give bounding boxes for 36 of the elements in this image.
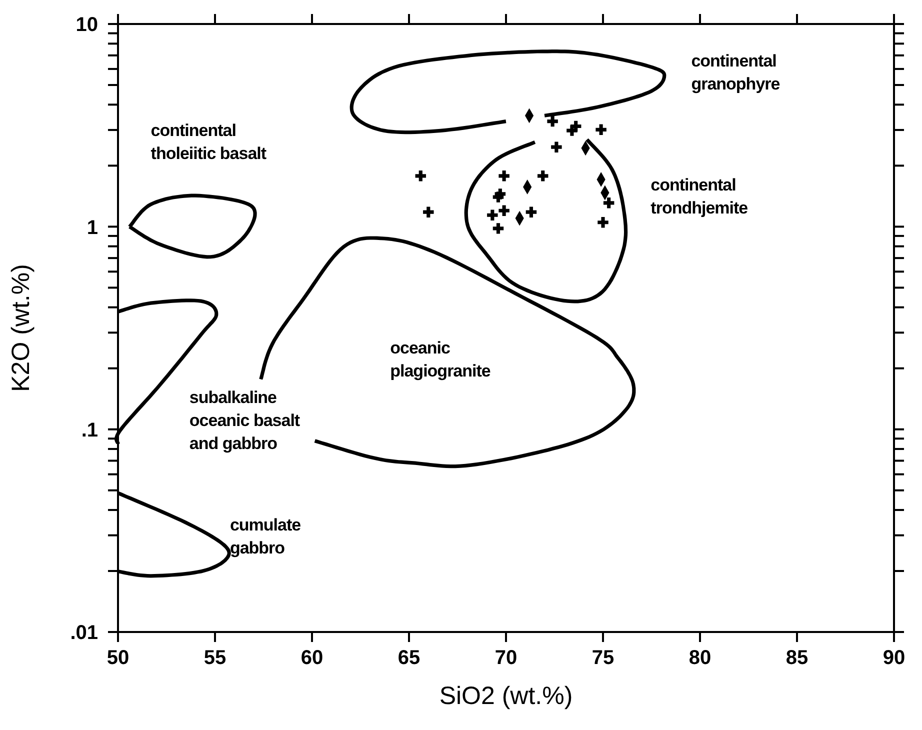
x-tick-label: 75	[592, 647, 614, 670]
x-tick-label: 55	[204, 647, 226, 670]
y-tick-label: .1	[81, 419, 98, 442]
point	[526, 206, 537, 218]
point	[537, 170, 548, 182]
point	[603, 198, 614, 208]
annotation: continental tholeiitic basalt	[150, 121, 267, 164]
point	[415, 170, 426, 182]
y-tick-label: .01	[70, 622, 98, 644]
annotation: cumulate gabbro	[230, 515, 301, 558]
point	[498, 205, 510, 216]
point	[492, 192, 504, 202]
point	[423, 206, 434, 218]
x-axis-title: SiO2 (wt.%)	[439, 682, 573, 710]
point	[498, 170, 510, 182]
x-tick-label: 70	[494, 647, 518, 670]
point	[547, 116, 558, 127]
annotation: continental trondhjemite	[650, 176, 748, 218]
point	[598, 217, 608, 228]
annotation: continental granophyre	[691, 51, 780, 94]
annotation: oceanic plagiogranite	[390, 338, 490, 380]
x-tick-label: 80	[688, 647, 712, 670]
x-tick-label: 65	[398, 647, 420, 670]
x-tick-label: 50	[106, 647, 130, 670]
x-tick-label: 90	[882, 647, 906, 670]
y-tick-label: 10	[76, 14, 98, 36]
point	[492, 223, 504, 234]
point	[566, 125, 578, 136]
annotation: subalkaline oceanic basalt and gabbro	[189, 388, 300, 453]
y-axis-title: K2O (wt.%)	[6, 264, 35, 392]
y-tick-label: 1	[86, 216, 98, 239]
x-tick-label: 85	[786, 647, 808, 670]
x-tick-label: 60	[300, 647, 324, 670]
point	[596, 124, 606, 136]
point	[551, 142, 562, 152]
point	[487, 210, 498, 220]
